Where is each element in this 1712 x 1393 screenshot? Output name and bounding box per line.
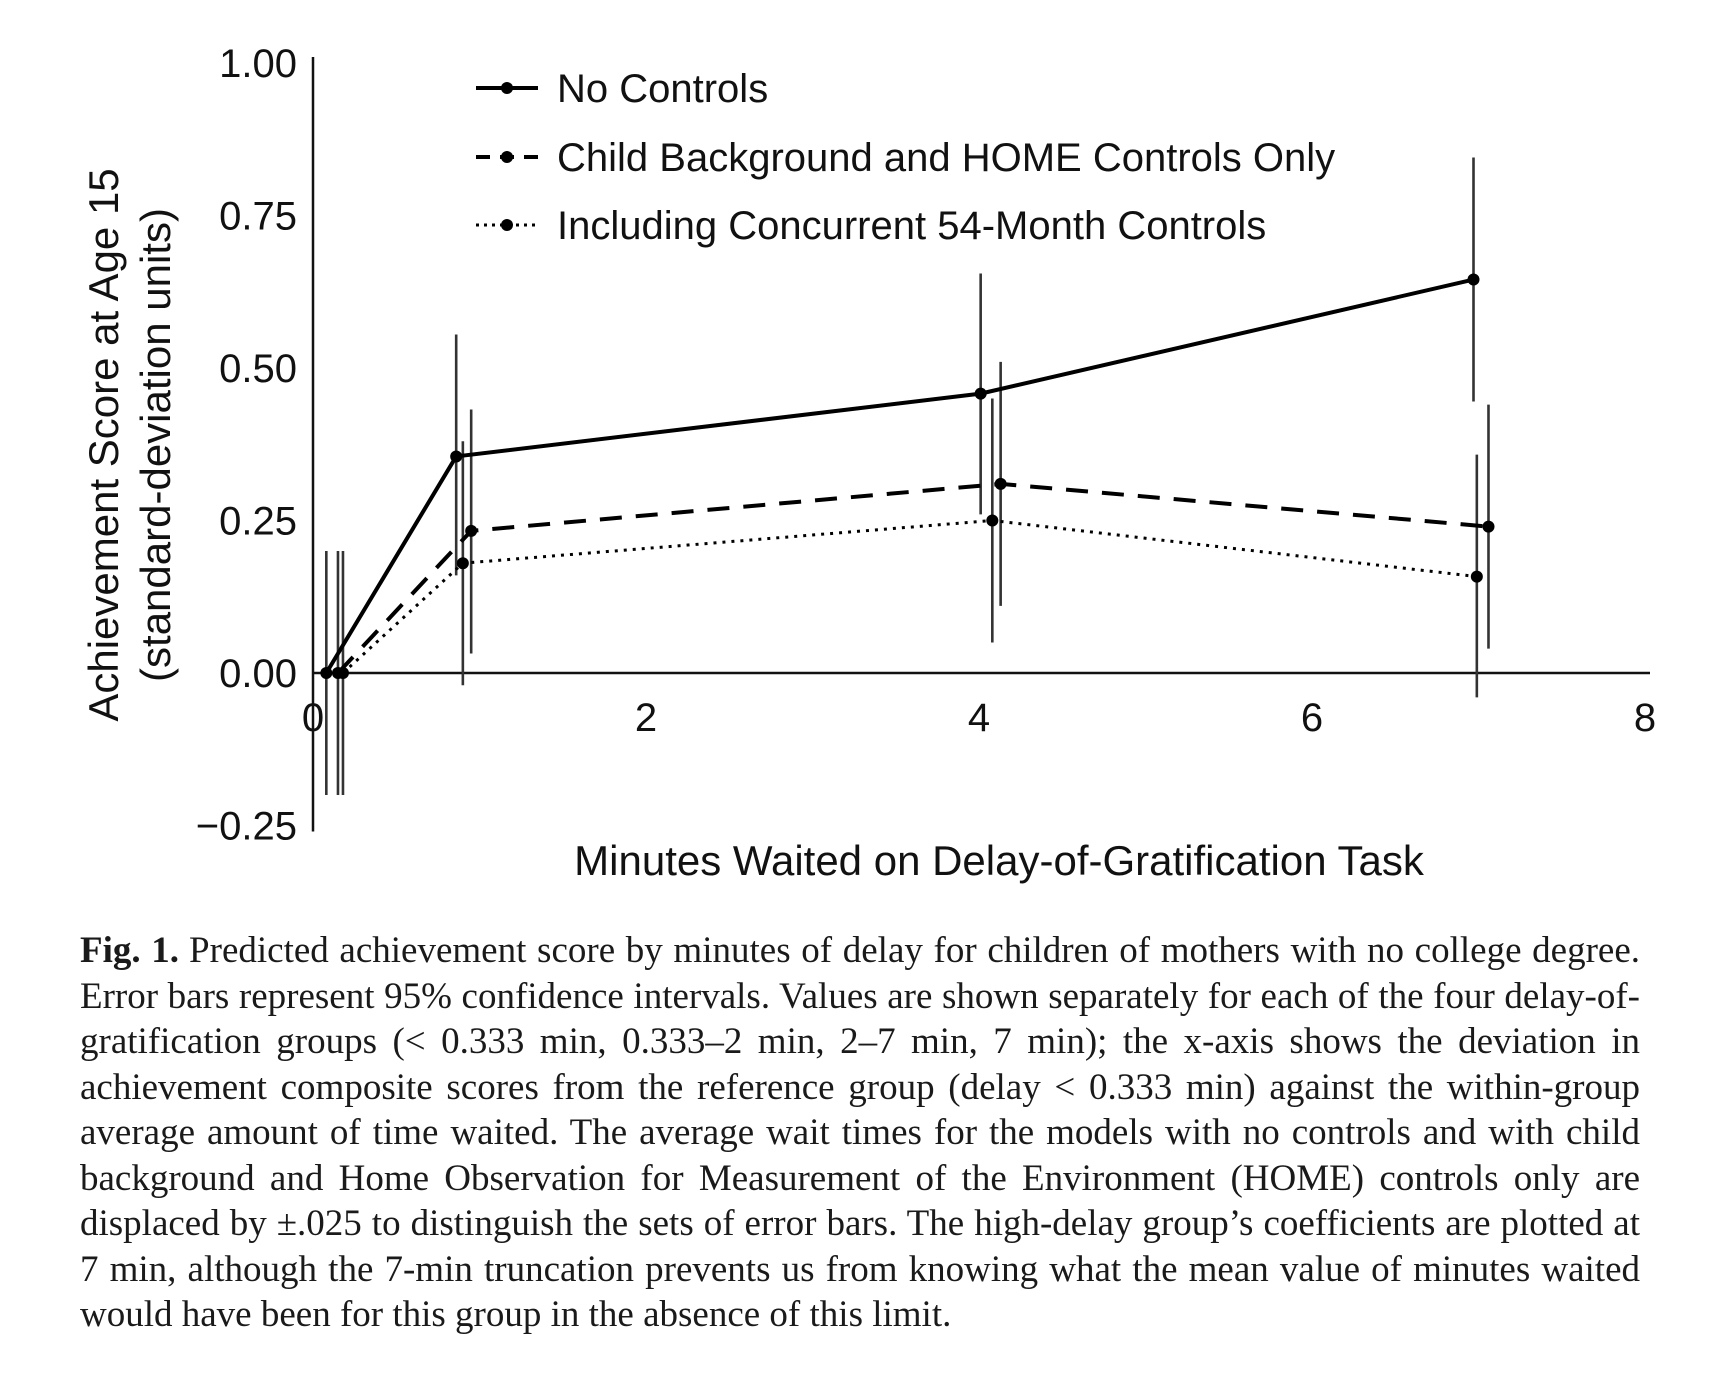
data-point <box>1482 520 1495 533</box>
x-axis-title: Minutes Waited on Delay-of-Gratification… <box>574 837 1425 884</box>
y-tick-label: −0.25 <box>196 805 297 849</box>
legend: No Controls Child Background and HOME Con… <box>476 67 1335 248</box>
caption-text: Predicted achievement score by minutes o… <box>80 930 1640 1335</box>
x-tick-label: 6 <box>1301 696 1323 740</box>
y-tick-label: 1.00 <box>219 42 297 86</box>
legend-marker <box>501 82 513 94</box>
y-axis-title-line2: (standard-deviation units) <box>132 208 179 682</box>
data-point <box>1467 273 1480 286</box>
series-line-solid <box>324 277 1474 675</box>
data-point <box>974 387 987 400</box>
data-point <box>994 477 1007 490</box>
x-tick-label: 2 <box>635 696 657 740</box>
data-point <box>456 557 469 570</box>
legend-label: Including Concurrent 54-Month Controls <box>557 204 1266 248</box>
x-tick-label: 8 <box>1634 696 1656 740</box>
axis-titles: Minutes Waited on Delay-of-Gratification… <box>80 168 1425 884</box>
y-tick-label: 0.50 <box>219 347 297 391</box>
data-point <box>465 524 478 537</box>
series-lines <box>324 277 1489 675</box>
legend-label: Child Background and HOME Controls Only <box>557 136 1335 180</box>
data-point <box>986 514 999 527</box>
x-tick-label: 4 <box>968 696 990 740</box>
series-line-dotted <box>341 519 1478 675</box>
x-tick-label: 0 <box>302 696 324 740</box>
caption-label: Fig. 1. <box>80 930 180 971</box>
data-point <box>450 450 463 463</box>
y-tick-label: 0.75 <box>219 195 297 239</box>
series-points <box>320 273 1495 679</box>
data-point <box>1470 570 1483 583</box>
chart: 1.00 0.75 0.50 0.25 0.00 −0.25 0 2 4 6 8 No Contro… <box>80 42 1656 884</box>
data-point <box>320 667 333 679</box>
y-tick-label: 0.25 <box>219 500 297 544</box>
axes: 1.00 0.75 0.50 0.25 0.00 −0.25 0 2 4 6 8 <box>196 42 1656 849</box>
legend-marker <box>501 151 513 163</box>
series-line-dashed <box>336 481 1489 675</box>
legend-marker <box>501 219 513 231</box>
y-axis-title: Achievement Score at Age 15 (standard-dev… <box>80 168 179 721</box>
data-point <box>336 667 349 679</box>
legend-label: No Controls <box>557 67 768 111</box>
y-tick-label: 0.00 <box>219 652 297 696</box>
figure-caption: Fig. 1. Predicted achievement score by mi… <box>80 928 1640 1338</box>
y-axis-title-line1: Achievement Score at Age 15 <box>80 168 127 721</box>
